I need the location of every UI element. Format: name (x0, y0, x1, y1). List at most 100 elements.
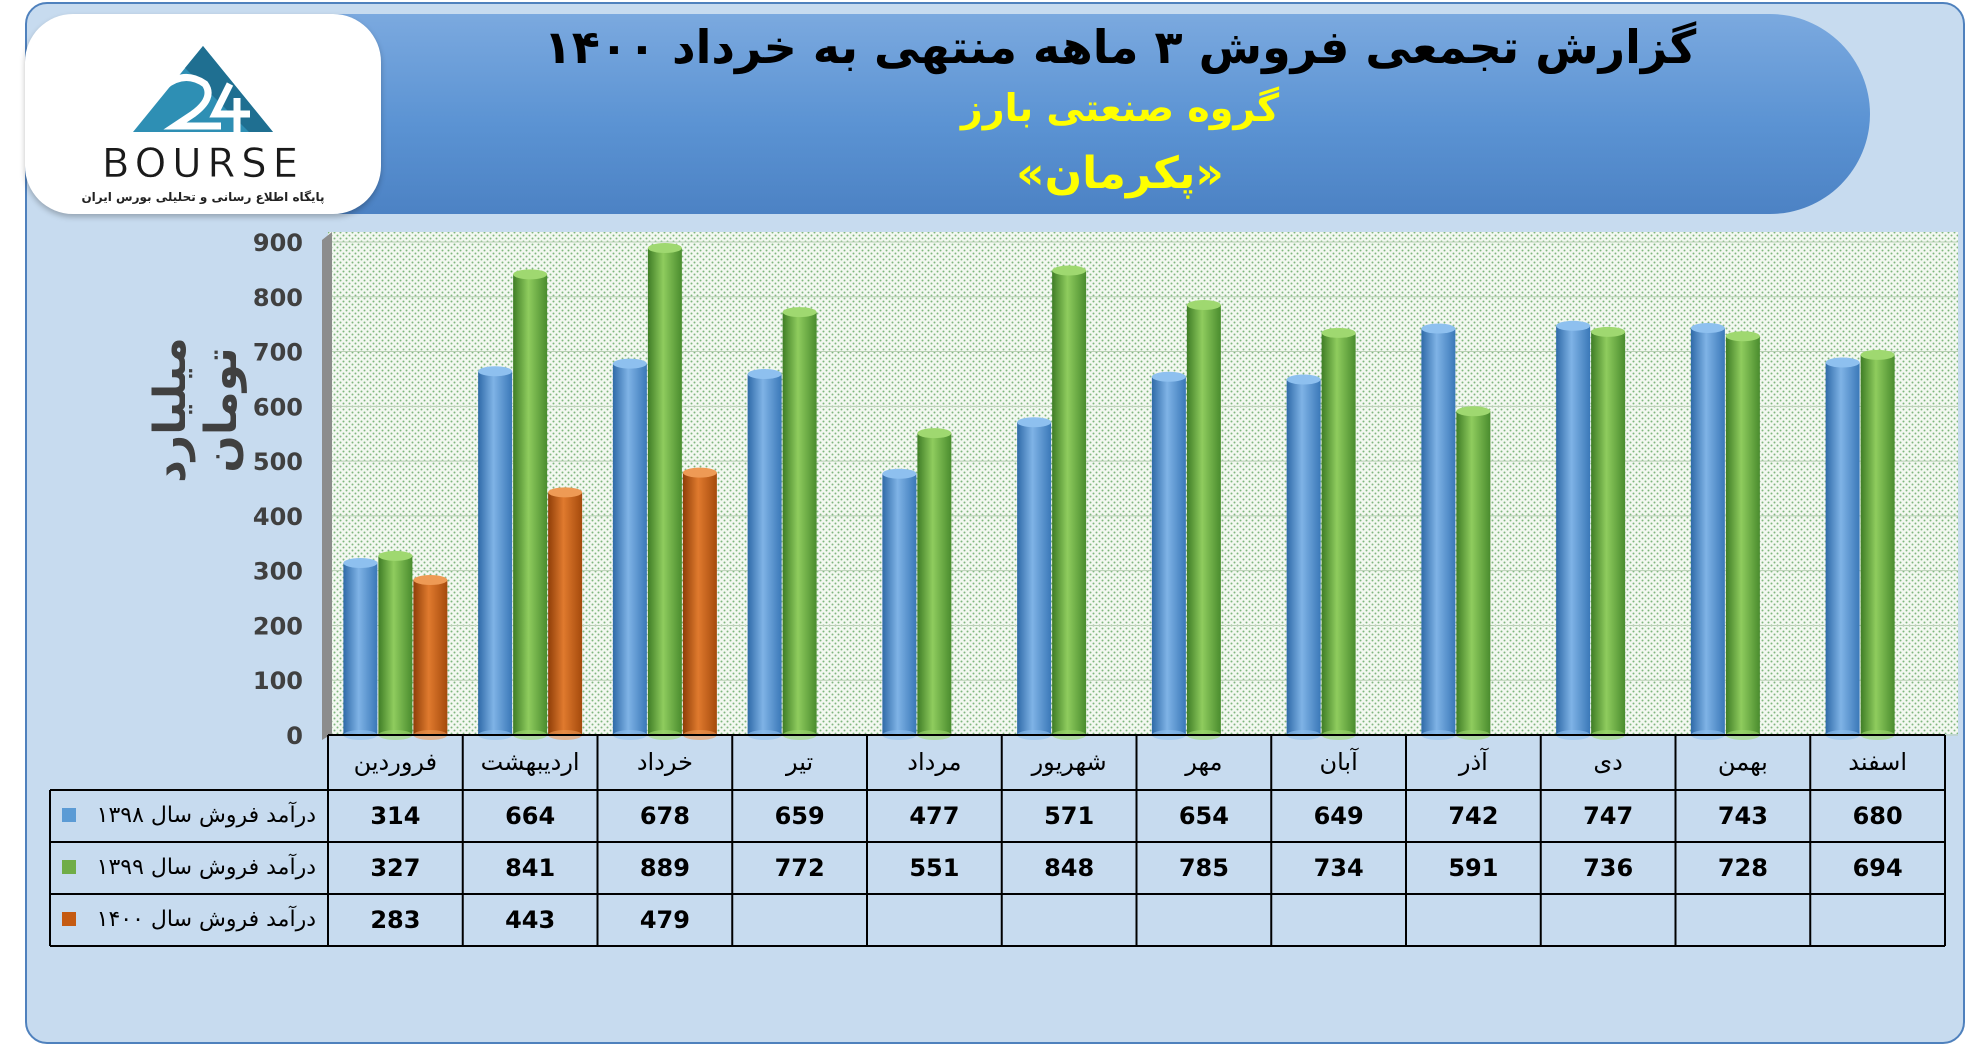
data-label: 772 (774, 854, 825, 882)
bar-body (747, 374, 782, 735)
bar-body (1151, 376, 1186, 735)
bar-body (343, 562, 378, 735)
bar-body (1591, 331, 1626, 735)
bar-1-4 (747, 369, 782, 740)
bar-cap (1321, 327, 1356, 338)
data-label: 283 (370, 906, 421, 934)
y-tick-label: 600 (253, 393, 303, 421)
data-label: 327 (370, 854, 421, 882)
category-label: دی (1593, 748, 1623, 776)
bar-cap (513, 269, 548, 280)
data-label: 785 (1178, 854, 1229, 882)
bar-2-3 (647, 243, 682, 740)
data-label: 551 (909, 854, 960, 882)
bar-cap (647, 243, 682, 254)
bar-body (917, 433, 952, 735)
bar-cap (612, 358, 647, 369)
bar-2-7 (1186, 299, 1221, 740)
category-label: تیر (786, 748, 814, 776)
bar-2-10 (1591, 326, 1626, 740)
bar-1-9 (1421, 323, 1456, 740)
bar-2-6 (1052, 265, 1087, 740)
legend-swatch (62, 860, 76, 874)
y-tick-label: 100 (253, 667, 303, 695)
data-label: 747 (1583, 802, 1634, 830)
bar-cap (1556, 320, 1591, 331)
data-label: 680 (1852, 802, 1903, 830)
bar-2-1 (378, 550, 413, 740)
bar-cap (682, 467, 717, 478)
category-label: اردیبهشت (480, 748, 580, 776)
bar-1-2 (478, 366, 513, 740)
data-label: 314 (370, 802, 421, 830)
bar-1-1 (343, 557, 378, 740)
data-label: 889 (639, 854, 690, 882)
data-label: 694 (1852, 854, 1903, 882)
logo: BOURSE پایگاه اطلاع رسانی و تحلیلی بورس … (25, 14, 381, 214)
bar-2-12 (1860, 349, 1895, 740)
bar-2-9 (1456, 406, 1491, 740)
bar-body (1052, 270, 1087, 735)
bar-cap (478, 366, 513, 377)
bar-body (647, 248, 682, 735)
bar-body (682, 472, 717, 735)
bar-cap (1591, 326, 1626, 337)
data-label: 678 (639, 802, 690, 830)
category-label: مرداد (907, 748, 962, 776)
plot-area (328, 232, 1958, 734)
bar-1-12 (1825, 357, 1860, 740)
category-label: خرداد (636, 748, 693, 776)
category-label: آذر (1458, 748, 1488, 776)
y-tick-label: 800 (253, 284, 303, 312)
bar-2-4 (782, 307, 817, 740)
bar-1-3 (612, 358, 647, 740)
y-tick-label: 700 (253, 339, 303, 367)
category-label: آبان (1319, 748, 1358, 776)
bar-cap (1052, 265, 1087, 276)
bar-cap (917, 428, 952, 439)
bar-1-11 (1690, 323, 1725, 740)
bar-body (612, 363, 647, 735)
y-tick-label: 200 (253, 612, 303, 640)
bar-body (378, 555, 413, 735)
bar-2-5 (917, 428, 952, 740)
bar-body (1456, 411, 1491, 735)
bar-cap (548, 487, 583, 498)
data-label: 736 (1583, 854, 1634, 882)
data-label: 479 (639, 906, 690, 934)
category-label: بهمن (1717, 748, 1768, 776)
logo-brand-text: BOURSE (102, 141, 304, 187)
bar-cap (1017, 417, 1052, 428)
bar-cap (1186, 299, 1221, 310)
y-tick-label: 500 (253, 448, 303, 476)
bar-2-2 (513, 269, 548, 740)
bar-1-6 (1017, 417, 1052, 740)
bar-cap (343, 557, 378, 568)
bar-1-7 (1151, 371, 1186, 740)
data-label: 571 (1044, 802, 1095, 830)
bar-cap (747, 369, 782, 380)
bar-cap (1725, 331, 1760, 342)
bar-cap (413, 574, 448, 585)
logo-tagline: پایگاه اطلاع رسانی و تحلیلی بورس ایران (81, 190, 324, 205)
plot-side-wall (322, 232, 332, 740)
bar-1-5 (882, 468, 917, 740)
data-label: 743 (1717, 802, 1768, 830)
data-label: 654 (1178, 802, 1229, 830)
data-label: 664 (505, 802, 556, 830)
y-tick-label: 400 (253, 503, 303, 531)
bar-body (1556, 325, 1591, 735)
legend-label: درآمد فروش سال ۱۴۰۰ (96, 907, 316, 932)
bar-body (548, 492, 583, 735)
bar-body (1017, 422, 1052, 735)
legend-entry: درآمد فروش سال ۱۴۰۰ (52, 895, 324, 947)
bar-body (1725, 336, 1760, 735)
bar-3-2 (548, 487, 583, 740)
bar-cap (1286, 374, 1321, 385)
bar-body (1860, 354, 1895, 735)
legend-entry: درآمد فروش سال ۱۳۹۸ (52, 791, 324, 843)
bar-body (1186, 304, 1221, 735)
bar-cap (882, 468, 917, 479)
bar-cap (1456, 406, 1491, 417)
